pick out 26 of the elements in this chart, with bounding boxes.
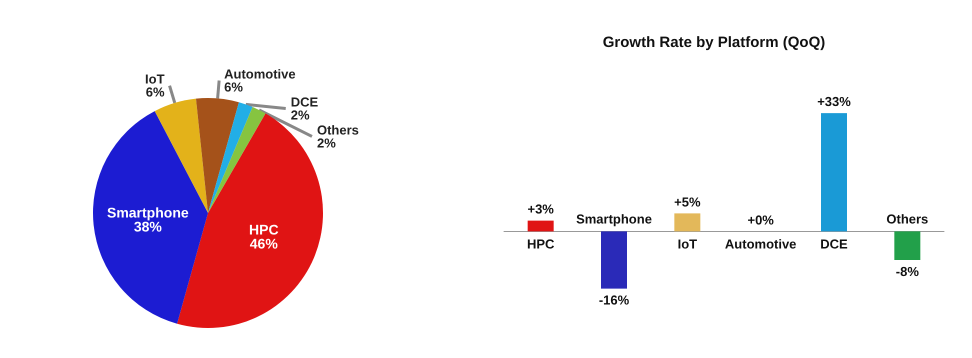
bar xyxy=(528,220,554,232)
data-label: +5% xyxy=(674,194,701,210)
slice-label: Others xyxy=(316,122,359,138)
data-label: 6% xyxy=(224,79,244,94)
bar xyxy=(674,213,700,232)
data-label: 46% xyxy=(250,235,278,252)
data-label: 2% xyxy=(316,135,336,150)
bar xyxy=(821,113,847,232)
data-label: -16% xyxy=(598,292,630,308)
slice-label: DCE xyxy=(290,94,319,110)
slice-label: HPC xyxy=(248,221,279,238)
x-tick-label: Automotive xyxy=(724,236,796,252)
data-label: 6% xyxy=(146,84,165,100)
data-label: +3% xyxy=(527,202,554,217)
data-label: +33% xyxy=(817,94,852,110)
x-tick-label: IoT xyxy=(678,236,698,252)
x-tick-label: HPC xyxy=(526,236,555,252)
data-label: 2% xyxy=(290,107,310,122)
chart-title: Growth Rate by Platform (QoQ) xyxy=(602,34,826,51)
slice-label: Automotive xyxy=(224,66,296,82)
slice-label: IoT xyxy=(145,72,165,87)
x-tick-label: DCE xyxy=(820,236,848,252)
bar xyxy=(894,231,920,260)
data-label: +0% xyxy=(747,212,774,228)
bar xyxy=(601,231,627,289)
data-label: -8% xyxy=(896,264,920,279)
